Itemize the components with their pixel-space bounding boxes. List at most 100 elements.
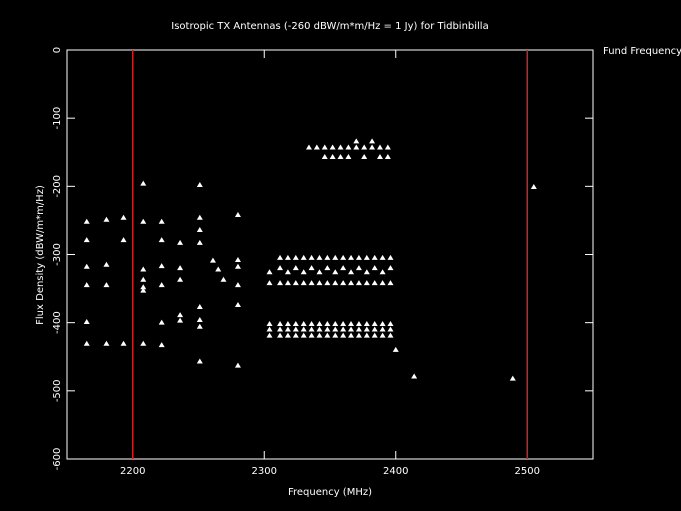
point <box>379 326 386 332</box>
point <box>379 321 386 327</box>
point <box>345 144 352 150</box>
point <box>316 332 323 338</box>
point <box>340 254 347 260</box>
point <box>83 218 90 224</box>
point <box>348 326 355 332</box>
point <box>337 144 344 150</box>
point <box>284 321 291 327</box>
point <box>355 332 362 338</box>
point <box>324 321 331 327</box>
point <box>324 265 331 271</box>
point <box>308 321 315 327</box>
point <box>158 218 165 224</box>
point <box>530 184 537 190</box>
point <box>361 154 368 160</box>
point <box>340 321 347 327</box>
point <box>363 321 370 327</box>
point <box>196 214 203 220</box>
point <box>177 312 184 318</box>
point <box>140 287 147 293</box>
point <box>234 301 241 307</box>
point <box>284 326 291 332</box>
point <box>158 263 165 269</box>
point <box>284 269 291 275</box>
point <box>234 282 241 288</box>
point <box>363 280 370 286</box>
point <box>363 326 370 332</box>
point <box>177 317 184 323</box>
point <box>196 181 203 187</box>
point <box>332 332 339 338</box>
point <box>363 269 370 275</box>
point <box>363 254 370 260</box>
point <box>324 254 331 260</box>
point <box>316 280 323 286</box>
point <box>509 375 516 381</box>
point <box>277 332 284 338</box>
point <box>371 326 378 332</box>
point <box>371 254 378 260</box>
point <box>140 180 147 186</box>
point <box>140 276 147 282</box>
point <box>300 326 307 332</box>
point <box>387 332 394 338</box>
point <box>284 332 291 338</box>
y-tick-label: -300 <box>52 243 63 266</box>
point <box>316 321 323 327</box>
point <box>196 323 203 329</box>
point <box>316 254 323 260</box>
point <box>348 332 355 338</box>
point <box>140 284 147 290</box>
point <box>103 261 110 267</box>
point <box>234 256 241 262</box>
point <box>305 144 312 150</box>
point <box>376 154 383 160</box>
point <box>234 362 241 368</box>
point <box>340 326 347 332</box>
point <box>196 316 203 322</box>
point <box>355 265 362 271</box>
point <box>277 265 284 271</box>
point <box>300 254 307 260</box>
point <box>292 326 299 332</box>
point <box>332 280 339 286</box>
point <box>292 254 299 260</box>
point <box>158 319 165 325</box>
point <box>392 346 399 352</box>
point <box>379 269 386 275</box>
point <box>266 280 273 286</box>
point <box>379 280 386 286</box>
point <box>120 214 127 220</box>
point <box>196 358 203 364</box>
point <box>277 280 284 286</box>
point <box>355 254 362 260</box>
point <box>300 332 307 338</box>
point <box>353 144 360 150</box>
chart-title: Isotropic TX Antennas (-260 dBW/m*m/Hz =… <box>171 21 488 32</box>
point <box>369 138 376 144</box>
point <box>103 216 110 222</box>
point <box>266 332 273 338</box>
point <box>277 254 284 260</box>
point <box>355 326 362 332</box>
point <box>353 138 360 144</box>
y-tick-label: -100 <box>52 107 63 130</box>
point <box>177 265 184 271</box>
point <box>158 282 165 288</box>
point <box>277 321 284 327</box>
point <box>196 239 203 245</box>
point <box>300 269 307 275</box>
point <box>284 254 291 260</box>
point <box>411 373 418 379</box>
point <box>387 280 394 286</box>
point <box>379 332 386 338</box>
point <box>266 321 273 327</box>
point <box>321 144 328 150</box>
x-tick-label: 2300 <box>252 466 277 477</box>
point <box>292 321 299 327</box>
point <box>369 144 376 150</box>
point <box>140 266 147 272</box>
point <box>234 211 241 217</box>
point <box>321 154 328 160</box>
point <box>340 280 347 286</box>
